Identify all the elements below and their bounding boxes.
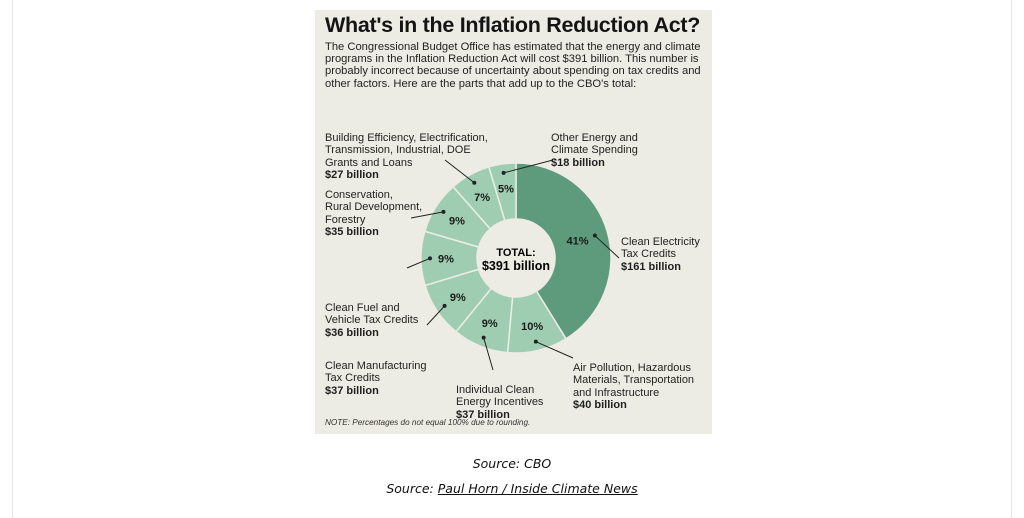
leader-dot-conservation [441, 209, 446, 214]
slice-label-clean-electricity: Clean Electricity Tax Credits $161 billi… [621, 224, 700, 285]
slice-label-clean-manufacturing: Clean Manufacturing Tax Credits $37 bill… [325, 348, 427, 409]
leader-line-building-efficiency [444, 159, 475, 184]
slice-amount: $18 billion [551, 156, 605, 169]
slice-name: Building Efficiency, Electrification, Tr… [325, 132, 488, 169]
infographic-panel: What's in the Inflation Reduction Act? T… [315, 10, 712, 434]
slice-amount: $37 billion [325, 384, 379, 397]
left-border [12, 0, 13, 518]
slice-name: Clean Manufacturing Tax Credits [325, 360, 427, 385]
percent-label-clean-electricity: 41% [567, 235, 589, 247]
slice-amount: $35 billion [325, 225, 379, 238]
leader-dot-other-energy [501, 170, 506, 175]
slice-amount: $161 billion [621, 260, 681, 273]
slice-name: Clean Fuel and Vehicle Tax Credits [325, 302, 419, 327]
percent-label-air-pollution: 10% [521, 321, 543, 333]
leader-dot-clean-manufacturing [442, 303, 447, 308]
chart-title: What's in the Inflation Reduction Act? [325, 13, 701, 37]
leader-line-air-pollution [535, 341, 574, 359]
chart-subtitle: The Congressional Budget Office has esti… [325, 41, 701, 90]
leader-dot-individual-clean-energy [481, 335, 486, 340]
leader-dot-air-pollution [533, 339, 538, 344]
source-prefix: Source: [386, 481, 438, 496]
slice-name: Air Pollution, Hazardous Materials, Tran… [573, 362, 695, 399]
slice-amount: $36 billion [325, 326, 379, 339]
leader-line-individual-clean-energy [483, 337, 494, 371]
percent-label-other-energy: 5% [498, 184, 514, 196]
slice-label-conservation: Conservation, Rural Development, Forestr… [325, 177, 422, 250]
slice-name: Conservation, Rural Development, Forestr… [325, 189, 423, 226]
slice-amount: $40 billion [573, 398, 627, 411]
source-caption-author: Source: Paul Horn / Inside Climate News [0, 481, 1024, 496]
leader-dot-building-efficiency [472, 180, 477, 185]
slice-name: Clean Electricity Tax Credits [621, 236, 700, 261]
source-caption-cbo: Source: CBO [472, 456, 552, 471]
center-total-label: TOTAL: [496, 247, 535, 259]
leader-line-clean-manufacturing [426, 305, 445, 326]
leader-dot-clean-electricity [592, 233, 597, 238]
donut-chart: 41% 10% 9% 9% 9% 9% 7% 5% TOTAL: $391 billion [406, 159, 620, 371]
center-total-value: $391 billion [482, 259, 550, 273]
chart-note: NOTE: Percentages do not equal 100% due … [325, 418, 531, 427]
slice-amount: $37 billion [456, 408, 510, 421]
slice-other-energy [487, 162, 517, 222]
slice-name: Other Energy and Climate Spending [551, 132, 638, 157]
leader-line-conservation [410, 211, 444, 219]
percent-label-conservation: 9% [449, 215, 465, 227]
slice-name: Individual Clean Energy Incentives [456, 384, 544, 409]
slice-amount: $27 billion [325, 168, 379, 181]
right-border [1011, 0, 1012, 518]
slice-label-other-energy: Other Energy and Climate Spending $18 bi… [551, 120, 638, 181]
percent-label-building-efficiency: 7% [474, 192, 490, 204]
source-author-link[interactable]: Paul Horn / Inside Climate News [437, 481, 638, 496]
leader-line-clean-fuel-vehicle [406, 257, 431, 269]
slice-clean-electricity [515, 162, 612, 340]
percent-label-individual-clean-energy: 9% [482, 318, 498, 330]
slice-label-air-pollution: Air Pollution, Hazardous Materials, Tran… [573, 350, 694, 423]
percent-label-clean-fuel-vehicle: 9% [438, 253, 454, 265]
slice-label-building-efficiency: Building Efficiency, Electrification, Tr… [325, 120, 488, 193]
slice-label-clean-fuel-vehicle: Clean Fuel and Vehicle Tax Credits $36 b… [325, 290, 418, 351]
leader-line-other-energy [503, 159, 554, 174]
slice-label-individual-clean-energy: Individual Clean Energy Incentives $37 b… [456, 372, 543, 433]
leader-line-clean-electricity [594, 235, 620, 259]
percent-label-clean-manufacturing: 9% [450, 292, 466, 304]
leader-dot-clean-fuel-vehicle [428, 256, 433, 261]
